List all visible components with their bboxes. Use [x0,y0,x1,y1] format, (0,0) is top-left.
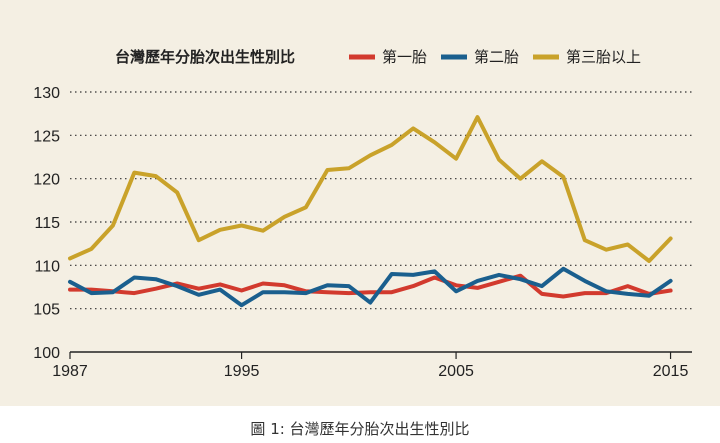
y-tick-label-120: 120 [33,172,60,189]
x-tick-label-1987: 1987 [52,363,88,380]
figure-caption: 圖 1: 台灣歷年分胎次出生性別比 [250,420,470,438]
x-tick-label-2005: 2005 [438,363,474,380]
y-tick-label-125: 125 [33,128,60,145]
chart-title: 台灣歷年分胎次出生性別比 [115,48,295,66]
legend-label-3: 第三胎以上 [566,48,641,66]
legend-label-1: 第一胎 [382,48,427,66]
series-line-2 [68,266,673,308]
series-line-3 [68,115,673,263]
sex-ratio-chart: 100 105 110 115 120 125 130 1987 1995 2005 2015 台灣歷… [33,48,692,380]
y-tick-label-105: 105 [33,302,60,319]
y-tick-label-115: 115 [34,215,60,232]
x-tick-label-2015: 2015 [653,363,689,380]
legend-label-2: 第二胎 [474,48,519,66]
y-tick-label-110: 110 [34,258,60,275]
y-tick-label-100: 100 [33,345,60,362]
chart-panel: 100 105 110 115 120 125 130 1987 1995 2005 2015 台灣歷… [0,0,720,406]
y-tick-label-130: 130 [33,85,60,102]
x-tick-label-1995: 1995 [224,363,260,380]
